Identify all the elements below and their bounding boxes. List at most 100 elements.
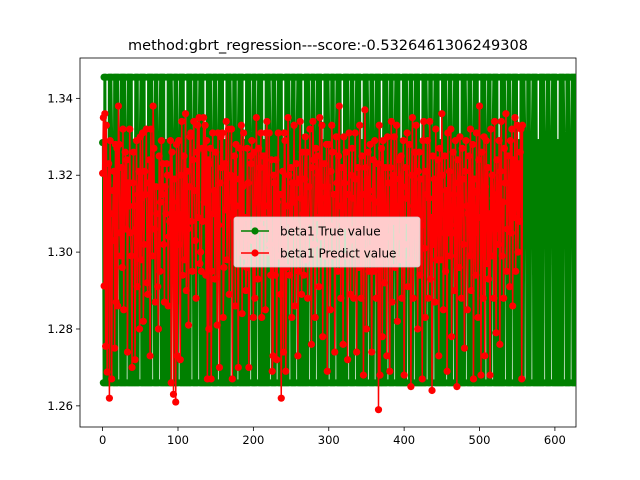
data-point: [399, 183, 407, 191]
data-point: [384, 179, 392, 187]
data-point: [273, 198, 282, 206]
data-point: [184, 321, 193, 329]
data-point: [328, 148, 337, 156]
data-point: [506, 137, 515, 145]
data-point: [456, 133, 464, 141]
data-point: [487, 125, 495, 133]
data-point: [221, 160, 229, 168]
data-point: [182, 286, 190, 295]
data-point: [534, 138, 542, 147]
data-point: [187, 129, 195, 137]
data-point: [383, 133, 392, 141]
data-point: [295, 175, 303, 183]
data-point: [308, 163, 316, 172]
data-point: [151, 225, 159, 233]
data-point: [166, 137, 175, 145]
data-point: [420, 117, 428, 126]
data-point: [135, 325, 144, 333]
data-point: [358, 152, 366, 160]
data-point: [201, 121, 209, 129]
data-point: [509, 156, 518, 164]
data-point: [420, 244, 429, 252]
data-point: [313, 152, 322, 160]
data-point: [285, 271, 294, 279]
data-point: [108, 375, 116, 383]
data-point: [421, 313, 429, 322]
data-point: [425, 194, 433, 202]
data-point: [402, 194, 410, 202]
data-point: [106, 137, 114, 145]
data-point: [321, 194, 329, 202]
data-point: [172, 398, 180, 406]
data-point: [541, 138, 549, 147]
data-point: [248, 137, 256, 145]
x-tick-label: 0: [99, 433, 106, 447]
data-point: [472, 271, 480, 279]
data-point: [393, 317, 401, 325]
data-point: [154, 283, 162, 291]
data-point: [484, 163, 492, 172]
data-point: [325, 140, 333, 149]
data-point: [481, 183, 490, 191]
data-point: [133, 283, 141, 291]
data-point: [177, 171, 185, 179]
data-point: [477, 371, 485, 379]
data-point: [296, 117, 304, 126]
legend-label: beta1 Predict value: [280, 247, 396, 261]
data-point: [237, 121, 245, 129]
data-point: [165, 233, 173, 241]
data-point: [180, 152, 188, 160]
data-point: [279, 167, 287, 175]
data-point: [374, 406, 383, 414]
data-point: [497, 117, 505, 126]
data-point: [428, 386, 436, 395]
data-point: [328, 121, 336, 129]
data-point: [348, 144, 356, 152]
data-point: [100, 282, 108, 290]
data-point: [166, 217, 174, 225]
data-point: [457, 210, 465, 218]
data-point: [222, 117, 230, 126]
data-point: [181, 110, 190, 118]
data-point: [506, 283, 514, 291]
data-point: [472, 129, 481, 137]
data-point: [114, 302, 122, 310]
data-point: [309, 117, 317, 126]
data-point: [137, 256, 145, 264]
data-point: [247, 160, 255, 168]
data-point: [264, 202, 272, 210]
y-tick-label: 1.32: [47, 168, 73, 182]
data-point: [190, 187, 199, 195]
data-point: [473, 187, 481, 195]
data-point: [334, 267, 342, 275]
data-point: [151, 298, 159, 306]
data-point: [245, 363, 253, 372]
data-point: [231, 302, 239, 310]
data-point: [176, 356, 184, 364]
data-point: [483, 260, 491, 268]
data-point: [202, 271, 210, 279]
data-point: [148, 252, 156, 260]
data-point: [442, 187, 450, 195]
data-point: [105, 394, 113, 402]
data-point: [103, 368, 111, 376]
data-point: [154, 325, 162, 333]
data-point: [495, 137, 503, 145]
data-point: [121, 148, 129, 156]
x-tick-label: 100: [167, 433, 189, 447]
data-point: [236, 144, 244, 152]
data-point: [516, 148, 524, 156]
data-point: [399, 137, 407, 145]
data-point: [162, 210, 170, 218]
data-point: [340, 179, 349, 187]
data-point: [263, 117, 271, 126]
data-point: [511, 113, 519, 122]
data-point: [445, 167, 453, 175]
data-point: [574, 379, 576, 386]
data-point: [390, 133, 398, 141]
data-point: [497, 167, 505, 175]
data-point: [340, 133, 348, 141]
data-point: [265, 129, 273, 137]
data-point: [164, 302, 172, 310]
